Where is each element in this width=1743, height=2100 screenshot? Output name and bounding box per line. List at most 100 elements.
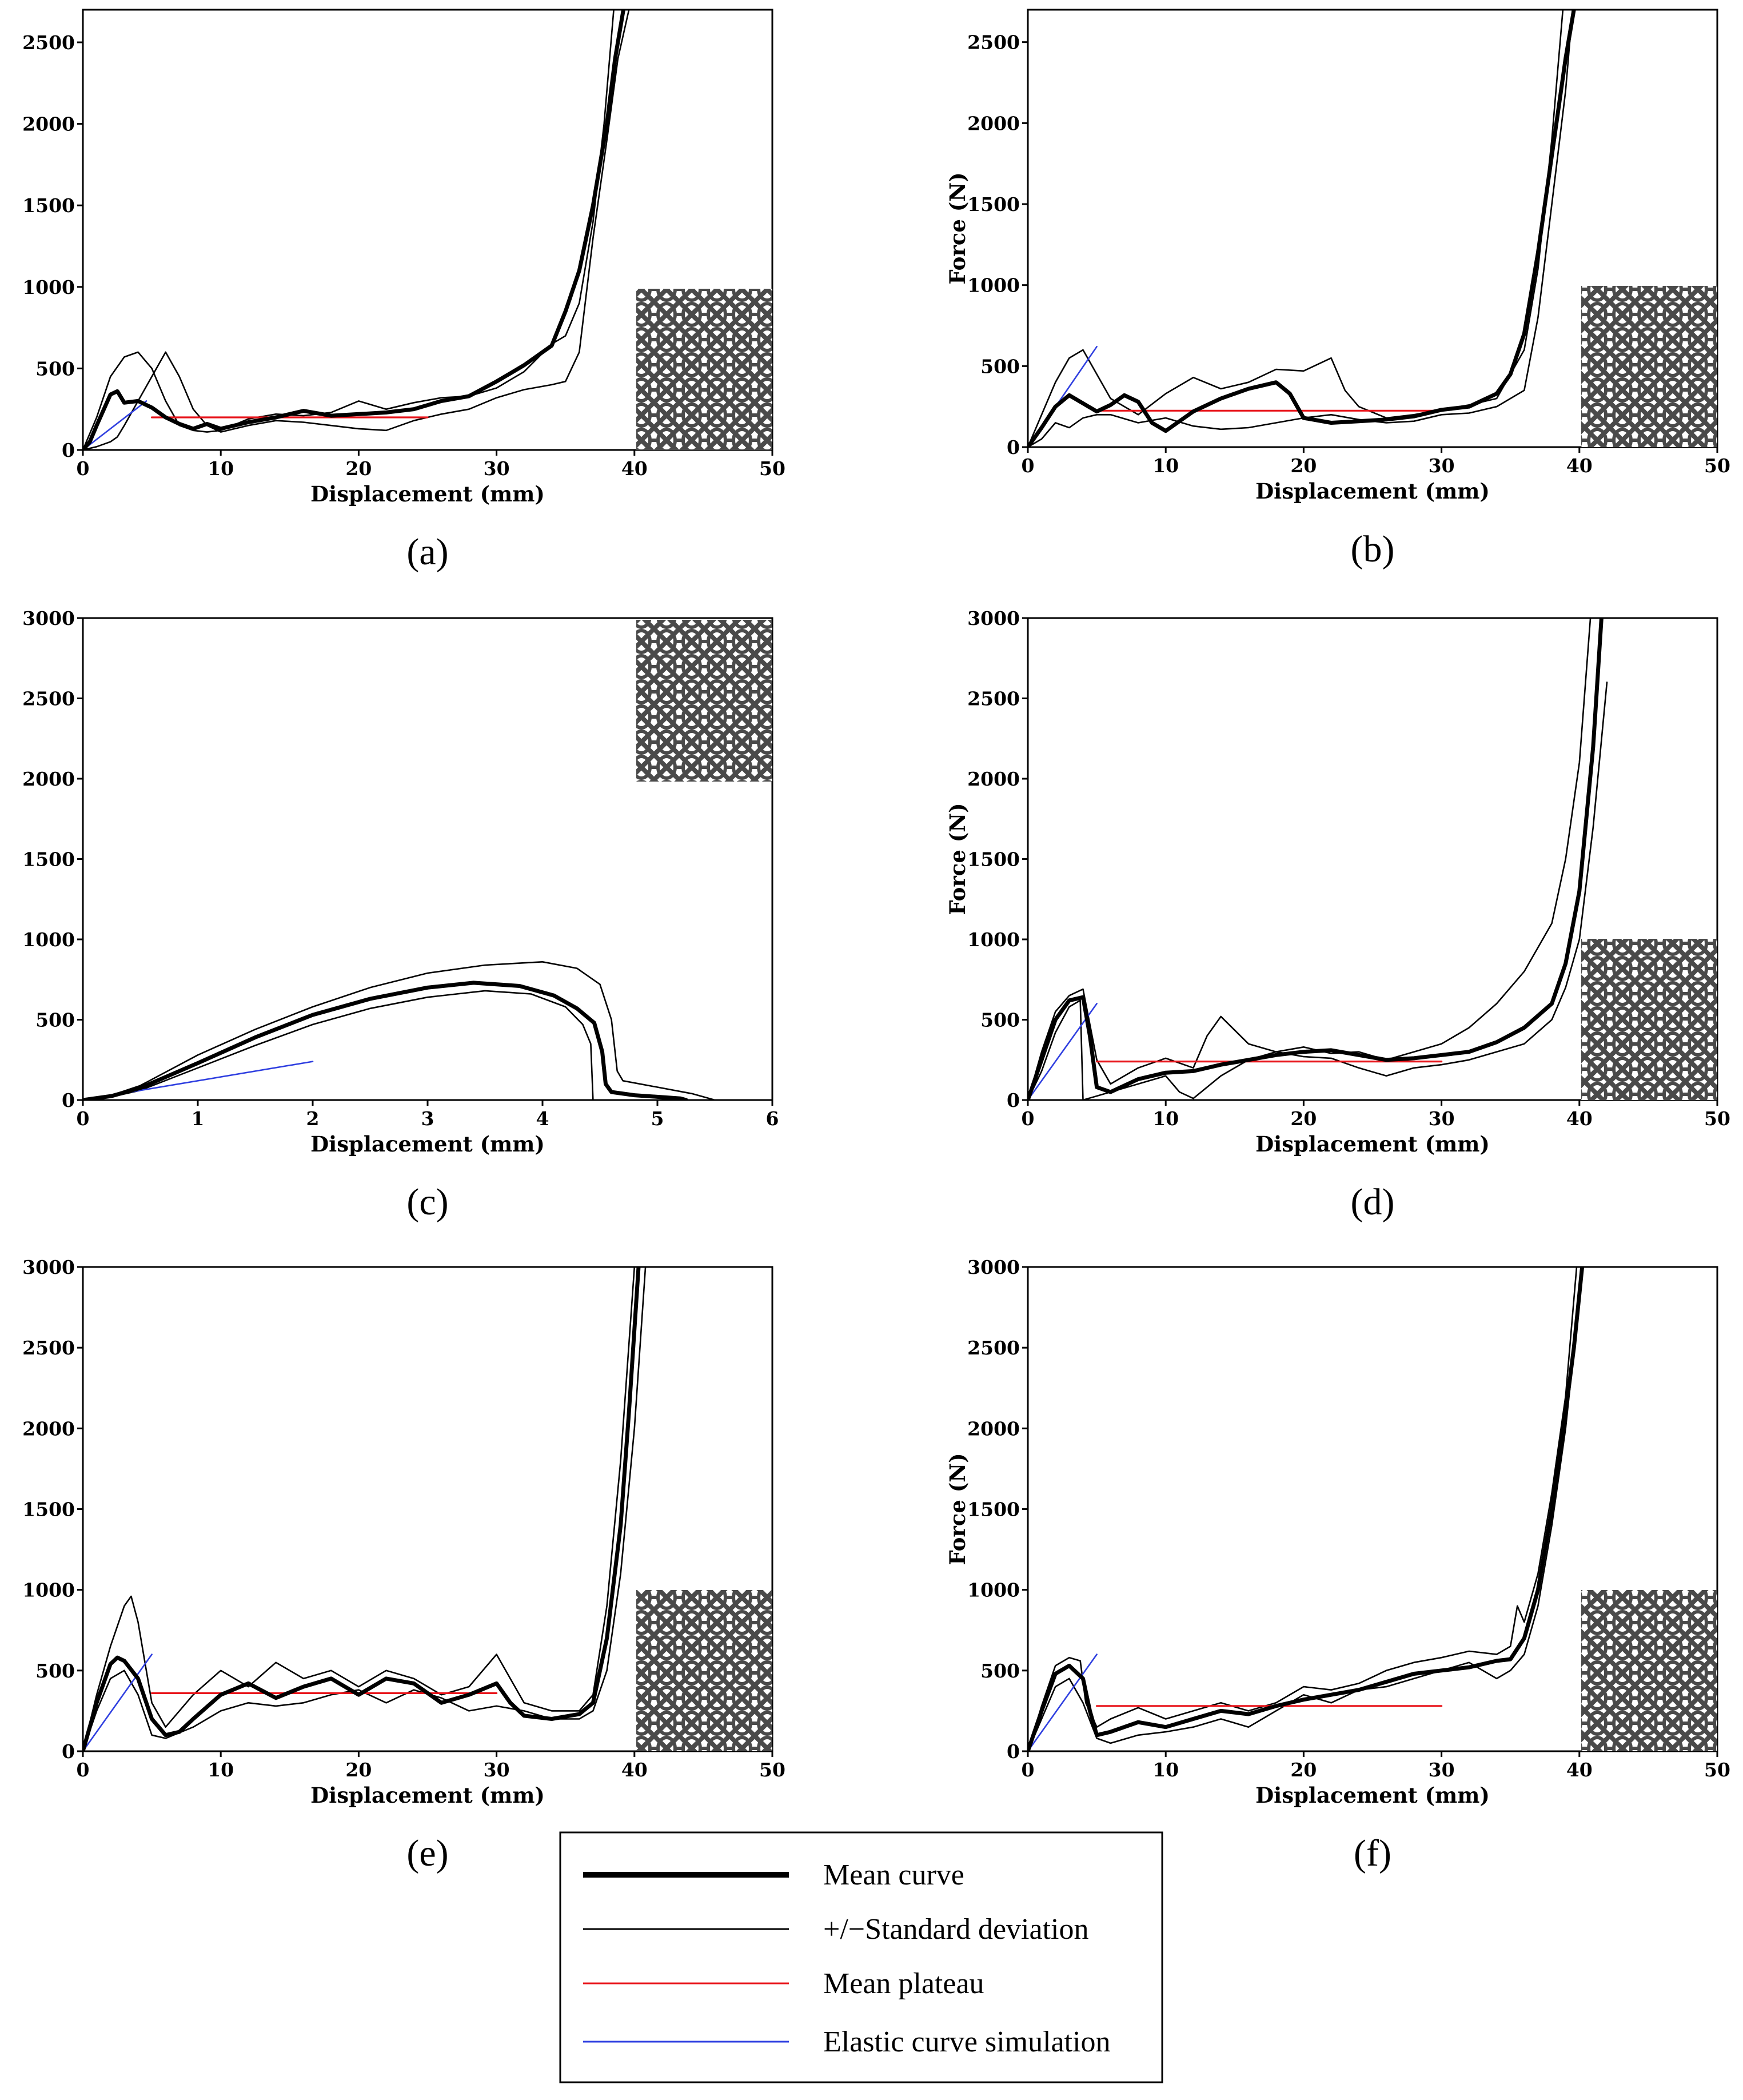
series-mean-curve-a	[83, 10, 625, 450]
caption-a: (a)	[406, 531, 448, 573]
panel-d: 0 10 20 30 40 50050010001500200025003000Displ…	[945, 607, 1730, 1223]
series-sd-c	[83, 961, 716, 1100]
x-tick-label-c: 4	[536, 1107, 549, 1130]
y-tick-label-e: 500	[35, 1660, 75, 1682]
x-axis-label-e: Displacement (mm)	[310, 1783, 545, 1808]
y-tick-label-a: 1000	[22, 276, 75, 298]
x-axis-label-c: Displacement (mm)	[310, 1131, 545, 1157]
x-tick-label-d: 50	[1704, 1107, 1730, 1130]
series-mean-curve-b	[1028, 10, 1576, 447]
x-tick-label-f: 40	[1566, 1759, 1593, 1781]
y-tick-label-c: 0	[62, 1089, 75, 1111]
y-tick-label-a: 1500	[22, 194, 75, 217]
x-tick-label-f: 50	[1704, 1759, 1730, 1781]
panel-a: 0 10 20 30 40 5005001000150020002500Displacem…	[22, 9, 785, 573]
y-tick-label-a: 2000	[22, 113, 75, 136]
y-tick-label-d: 3000	[967, 607, 1020, 629]
caption-f: (f)	[1354, 1832, 1391, 1874]
y-tick-label-b: 500	[980, 355, 1020, 377]
series-elastic-curve-simulation-a	[83, 400, 147, 450]
lattice-structure-image-f	[1581, 1590, 1717, 1751]
panel-e: 0 10 20 30 40 50050010001500200025003000Displ…	[22, 1256, 785, 1874]
y-tick-label-b: 2500	[967, 31, 1020, 54]
series-mean-curve-c	[83, 981, 688, 1100]
series-sd-b	[1028, 10, 1573, 447]
x-tick-label-d: 30	[1429, 1107, 1455, 1130]
y-tick-label-a: 500	[35, 357, 75, 380]
y-tick-label-e: 1000	[22, 1579, 75, 1601]
y-tick-label-b: 0	[1007, 436, 1020, 459]
x-tick-label-a: 10	[208, 457, 234, 480]
y-tick-label-f: 2000	[967, 1417, 1020, 1440]
series-sd-f	[1028, 1298, 1581, 1751]
x-tick-label-c: 1	[192, 1107, 205, 1130]
x-tick-label-e: 0	[77, 1759, 90, 1781]
legend-label-std: +/−Standard deviation	[823, 1913, 1088, 1946]
caption-b: (b)	[1351, 528, 1395, 570]
caption-e: (e)	[406, 1832, 448, 1874]
x-tick-label-d: 20	[1290, 1107, 1317, 1130]
x-tick-label-c: 5	[651, 1107, 664, 1130]
lattice-structure-image-b	[1581, 286, 1717, 447]
x-tick-label-b: 50	[1704, 455, 1730, 477]
caption-c: (c)	[406, 1181, 448, 1223]
y-tick-label-f: 1500	[967, 1499, 1020, 1521]
y-tick-label-b: 1000	[967, 274, 1020, 297]
y-tick-label-e: 1500	[22, 1499, 75, 1521]
y-tick-label-e: 2500	[22, 1337, 75, 1359]
x-tick-label-a: 30	[484, 457, 510, 480]
y-tick-label-d: 0	[1007, 1089, 1020, 1111]
series-mean-curve-f	[1028, 1267, 1585, 1751]
y-axis-label-d: Force (N)	[945, 803, 970, 915]
x-tick-label-a: 0	[77, 457, 90, 480]
y-tick-label-f: 3000	[967, 1256, 1020, 1278]
x-tick-label-d: 0	[1022, 1107, 1035, 1130]
x-tick-label-e: 20	[345, 1759, 372, 1781]
x-axis-label-b: Displacement (mm)	[1255, 479, 1490, 504]
y-tick-label-e: 2000	[22, 1417, 75, 1440]
y-tick-label-f: 500	[980, 1660, 1020, 1682]
x-tick-label-a: 50	[759, 457, 785, 480]
x-tick-label-c: 6	[766, 1107, 779, 1130]
y-tick-label-c: 3000	[22, 607, 75, 629]
x-tick-label-c: 3	[421, 1107, 434, 1130]
x-tick-label-e: 10	[208, 1759, 234, 1781]
x-tick-label-b: 20	[1290, 455, 1317, 477]
y-tick-label-e: 3000	[22, 1256, 75, 1278]
x-tick-label-d: 40	[1566, 1107, 1593, 1130]
y-tick-label-c: 2000	[22, 768, 75, 790]
legend-label-elastic: Elastic curve simulation	[823, 2026, 1111, 2058]
series-elastic-curve-simulation-e	[83, 1653, 153, 1751]
y-tick-label-b: 1500	[967, 193, 1020, 216]
series-sd-b	[1028, 10, 1564, 447]
legend: Mean curve +/−Standard deviation Mean pl…	[559, 1831, 1163, 2083]
y-tick-label-f: 0	[1007, 1740, 1020, 1763]
series-mean-curve-d	[1028, 618, 1604, 1100]
y-tick-label-d: 500	[980, 1009, 1020, 1031]
x-tick-label-b: 40	[1566, 455, 1593, 477]
legend-label-mean: Mean curve	[823, 1859, 964, 1891]
x-tick-label-d: 10	[1152, 1107, 1179, 1130]
x-tick-label-a: 40	[621, 457, 648, 480]
series-sd-a	[83, 10, 630, 450]
x-tick-label-e: 50	[759, 1759, 785, 1781]
panel-f: 0 10 20 30 40 50050010001500200025003000Displ…	[945, 1256, 1730, 1874]
lattice-structure-image-c	[636, 620, 772, 782]
caption-d: (d)	[1351, 1181, 1395, 1223]
x-tick-label-b: 10	[1152, 455, 1179, 477]
x-tick-label-e: 40	[621, 1759, 648, 1781]
y-tick-label-c: 500	[35, 1009, 75, 1031]
series-mean-curve-e	[83, 1267, 641, 1751]
y-tick-label-d: 1000	[967, 929, 1020, 951]
y-axis-label-b: Force (N)	[945, 172, 970, 284]
x-axis-label-f: Displacement (mm)	[1255, 1783, 1490, 1808]
panel-c: 0 1 2 3 4 5 6 0 500 1000 1500 2000 2500 3000 Displacem…	[22, 607, 779, 1223]
x-tick-label-e: 30	[484, 1759, 510, 1781]
y-tick-label-d: 2000	[967, 768, 1020, 790]
series-sd-e	[83, 1267, 647, 1751]
lattice-structure-image-d	[1581, 939, 1717, 1100]
series-elastic-curve-simulation-f	[1028, 1653, 1098, 1751]
y-tick-label-a: 2500	[22, 31, 75, 54]
y-tick-label-f: 2500	[967, 1337, 1020, 1359]
